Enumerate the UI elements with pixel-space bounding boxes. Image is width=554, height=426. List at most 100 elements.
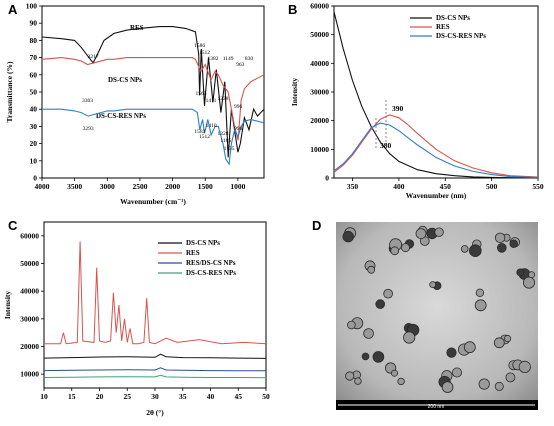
- xrd-plot-frame: [43, 221, 267, 389]
- legend-label-resdscs: RES/DS-CS NPs: [186, 259, 236, 267]
- xrd-ytick-label: 10000: [20, 370, 39, 379]
- xrd-line-res: [44, 241, 267, 345]
- ftir-peak-label: 1228: [217, 96, 228, 102]
- ftir-series-label-dscsres: DS-CS-RES NPs: [96, 112, 146, 120]
- tem-particle: [474, 299, 487, 312]
- fluorescence-xtick-label: 500: [486, 182, 498, 191]
- ftir-xtick-label: 3500: [67, 182, 82, 191]
- fluorescence-chart: Wavenumber (nm) Intensity 350 400 450 500 55…: [290, 2, 544, 201]
- fluorescence-ytick-label: 50000: [310, 30, 329, 39]
- tem-particle: [345, 371, 355, 381]
- tem-particle: [493, 337, 505, 349]
- tem-particle: [400, 243, 410, 253]
- fluorescence-ytick-label: 40000: [310, 59, 329, 68]
- tem-scalebar-label: 200 nm: [428, 404, 445, 410]
- tem-particle: [516, 268, 525, 277]
- tem-particle: [463, 341, 476, 354]
- xrd-xtick-label: 25: [124, 392, 132, 401]
- ftir-xtick-label: 3000: [100, 182, 115, 191]
- ftir-ylabel: Transmittance (%): [5, 61, 14, 122]
- ftir-ytick-label: 90: [30, 19, 38, 28]
- fluorescence-xlabel: Wavenumber (nm): [406, 191, 467, 200]
- ftir-peak-label: 3293: [83, 126, 94, 132]
- legend-label-dscs: DS-CS NPs: [186, 239, 220, 247]
- xrd-ytick-label: 40000: [20, 287, 39, 296]
- ftir-ytick-label: 40: [30, 105, 38, 114]
- ftir-peak-label: 1512: [199, 50, 210, 56]
- ftir-xtick-label: 1500: [198, 182, 213, 191]
- legend-label-res: RES: [436, 23, 450, 31]
- ftir-chart: Wavenumber (cm⁻¹) Transmittance (%) RES …: [5, 2, 265, 206]
- tem-particle: [354, 377, 362, 385]
- ftir-peak-label: 1185: [220, 138, 231, 144]
- xrd-ytick-label: 60000: [20, 231, 39, 240]
- tem-particle: [494, 232, 506, 244]
- tem-particle: [342, 230, 354, 243]
- tem-particle: [363, 328, 374, 339]
- tem-particle: [375, 299, 386, 309]
- tem-particle: [383, 288, 393, 299]
- fluorescence-legend: DS-CS NPs RES DS-CS-RES NPs: [410, 14, 486, 40]
- ftir-xlabel: Wavenumber (cm⁻¹): [120, 197, 186, 206]
- ftir-peak-label: 1228: [217, 131, 228, 137]
- ftir-peak-label: 963: [236, 62, 245, 68]
- xrd-xtick-label: 45: [235, 392, 243, 401]
- tem-particle: [441, 381, 454, 393]
- fluorescence-ytick-label: 60000: [310, 2, 329, 11]
- xrd-chart: 2θ (°) Intensity 10 15 20 25 30 35 40 45 50 10000…: [3, 221, 270, 417]
- ftir-peak-label: 1382: [207, 56, 218, 62]
- ftir-peak-label: 3217: [88, 54, 99, 60]
- legend-label-dscsres: DS-CS-RES NPs: [186, 269, 236, 277]
- fluorescence-line-dscsres: [333, 122, 539, 178]
- ftir-ytick-label: 20: [30, 139, 38, 148]
- tem-particle: [429, 281, 437, 289]
- fluorescence-ytick-label: 0: [325, 174, 329, 183]
- ftir-ytick-label: 100: [26, 2, 38, 11]
- fluorescence-xtick-label: 350: [347, 182, 359, 191]
- xrd-line-resdscs: [43, 367, 266, 372]
- fluorescence-ytick-label: 30000: [310, 88, 329, 97]
- xrd-xlabel: 2θ (°): [146, 408, 164, 417]
- xrd-xtick-label: 35: [179, 392, 187, 401]
- xrd-ytick-label: 20000: [20, 342, 39, 351]
- tem-particle: [503, 334, 512, 343]
- ftir-peak-label: 1565: [195, 91, 206, 97]
- ftir-line-dscsres: [42, 108, 265, 166]
- ftir-peak-label: 1135: [224, 146, 235, 152]
- xrd-xtick-label: 20: [96, 392, 104, 401]
- ftir-ytick-label: 10: [30, 156, 38, 165]
- legend-label-dscsres: DS-CS-RES NPs: [436, 32, 486, 40]
- xrd-ytick-label: 30000: [20, 314, 39, 323]
- fluorescence-ytick-label: 10000: [310, 145, 329, 154]
- tem-particle: [518, 360, 531, 373]
- tem-particle: [460, 245, 469, 253]
- fluorescence-xtick-label: 400: [393, 182, 405, 191]
- ftir-ytick-label: 0: [33, 174, 37, 183]
- ftir-ytick-label: 80: [30, 36, 38, 45]
- tem-particle: [496, 243, 507, 253]
- ftir-xtick-label: 1000: [230, 182, 245, 191]
- tem-image: 200 nm: [336, 222, 538, 410]
- panel-letter-a: A: [8, 2, 18, 17]
- ftir-peak-label: 1411: [206, 98, 217, 104]
- ftir-peak-label: 1583: [194, 129, 205, 135]
- tem-particle: [468, 244, 482, 258]
- xrd-xtick-label: 15: [68, 392, 76, 401]
- tem-particle: [434, 227, 444, 237]
- xrd-xtick-label: 30: [151, 392, 159, 401]
- tem-particle: [475, 288, 485, 297]
- ftir-xtick-label: 4000: [35, 182, 50, 191]
- panel-letter-b: B: [288, 2, 297, 17]
- ftir-peak-label: 1512: [199, 134, 210, 140]
- fluorescence-xtick-label: 550: [532, 182, 544, 191]
- tem-particle: [523, 276, 536, 289]
- tem-particle: [446, 347, 457, 358]
- xrd-ytick-label: 50000: [20, 259, 39, 268]
- annotation-390: 390: [392, 104, 404, 113]
- fluorescence-xtick-label: 450: [440, 182, 452, 191]
- tem-particle: [451, 367, 462, 378]
- ftir-ytick-label: 50: [30, 88, 38, 97]
- xrd-line-dscsres: [43, 374, 267, 379]
- tem-particle: [505, 372, 516, 383]
